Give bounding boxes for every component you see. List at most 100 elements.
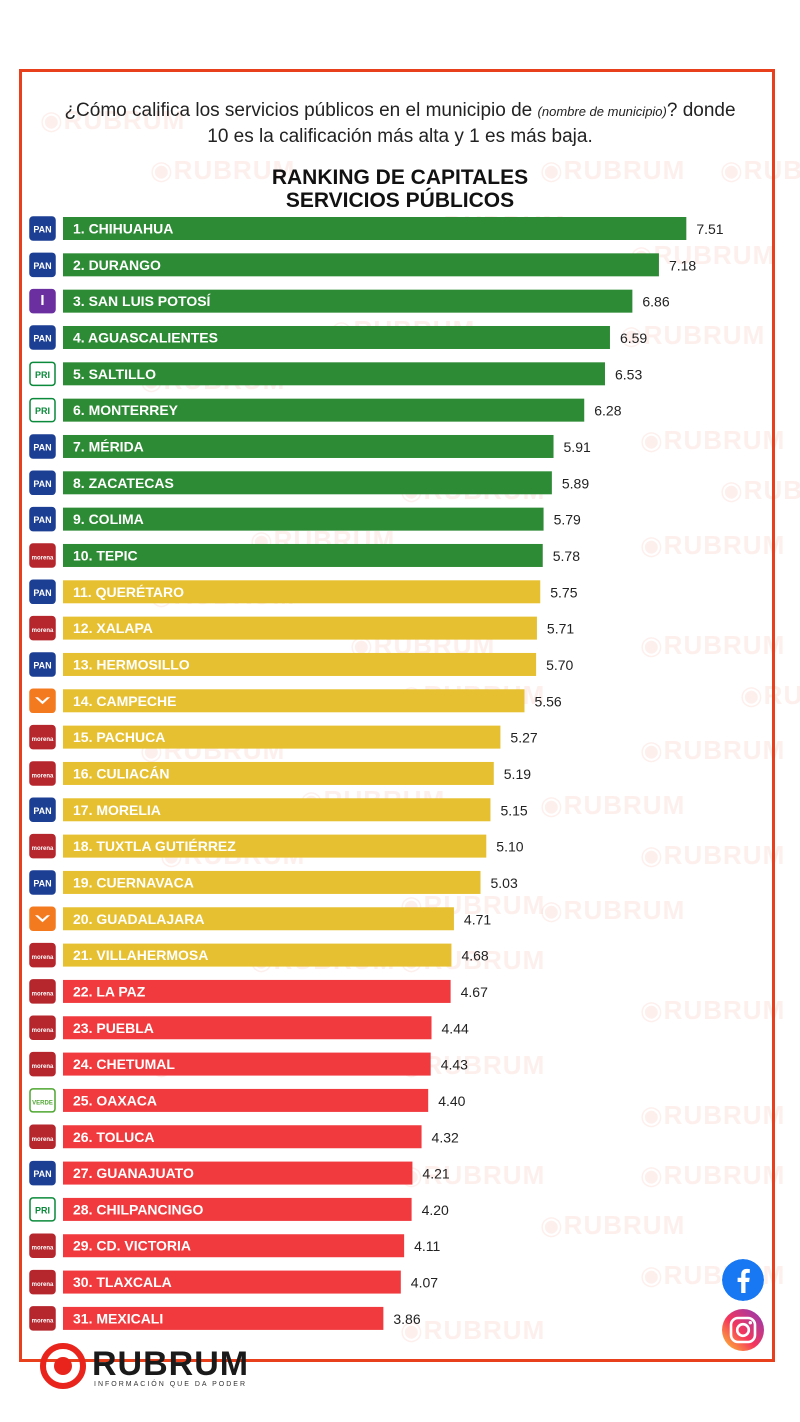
bar-value-label: 4.68 — [461, 948, 488, 964]
bar — [63, 943, 452, 967]
bar-value-label: 5.91 — [564, 439, 591, 455]
party-logo-pan: PAN — [29, 870, 56, 895]
bar-category-label: 11. QUERÉTARO — [73, 584, 184, 600]
bar-category-label: 10. TEPIC — [73, 547, 138, 563]
chart-row: PAN 7. MÉRIDA 5.91 — [29, 434, 591, 459]
survey-question: ¿Cómo califica los servicios públicos en… — [60, 98, 740, 149]
chart-row: morena 12. XALAPA 5.71 — [29, 615, 574, 641]
bar — [63, 253, 659, 277]
bar-category-label: 7. MÉRIDA — [73, 438, 144, 454]
bar-category-label: 28. CHILPANCINGO — [73, 1201, 204, 1217]
bar-category-label: 22. LA PAZ — [73, 983, 146, 999]
chart-row: 20. GUADALAJARA 4.71 — [29, 906, 491, 932]
bar-category-label: 27. GUANAJUATO — [73, 1165, 194, 1181]
party-logo-text: PAN — [33, 261, 51, 271]
bar — [63, 979, 451, 1003]
party-logo-morena: morena — [29, 979, 56, 1004]
party-logo-morena: morena — [29, 724, 56, 750]
bar — [63, 616, 537, 640]
party-logo-morena: morena — [29, 1051, 56, 1077]
bar — [63, 1125, 422, 1149]
bar — [63, 870, 481, 894]
party-logo-pan: PAN — [29, 470, 56, 496]
bar-value-label: 5.27 — [510, 730, 537, 746]
party-logo-morena: morena — [29, 615, 56, 641]
bar-value-label: 5.03 — [490, 875, 517, 891]
party-logo-text: morena — [32, 1282, 54, 1288]
bar — [63, 725, 501, 749]
mc-eagle-mark — [35, 697, 50, 705]
party-logo-morena: morena — [29, 543, 56, 568]
party-logo-pan: PAN — [29, 252, 56, 278]
bar-category-label: 1. CHIHUAHUA — [73, 221, 173, 237]
bar-category-label: 12. XALAPA — [73, 620, 153, 636]
party-logo-text: PAN — [33, 442, 51, 452]
chart-row: morena 10. TEPIC 5.78 — [29, 543, 580, 568]
chart-row: PAN 19. CUERNAVACA 5.03 — [29, 870, 518, 895]
bar — [63, 834, 487, 858]
facebook-icon[interactable] — [722, 1259, 764, 1301]
bar — [63, 325, 610, 349]
chart-title-line-2: SERVICIOS PÚBLICOS — [285, 189, 515, 212]
bar-value-label: 4.21 — [422, 1166, 449, 1182]
question-text-part2: ? donde 10 es la calificación más alta y… — [207, 100, 736, 147]
bar-value-label: 5.10 — [496, 839, 523, 855]
bar — [63, 1270, 401, 1294]
party-logo-text: morena — [32, 737, 54, 743]
party-logo-text: I — [40, 292, 44, 309]
chart-row: morena 26. TOLUCA 4.32 — [29, 1124, 459, 1149]
bar-category-label: 16. CULIACÁN — [73, 765, 169, 781]
party-logo-pan: PAN — [29, 652, 56, 677]
bar-value-label: 4.07 — [411, 1275, 438, 1291]
party-logo-text: PRI — [35, 406, 50, 416]
party-logo-pri: PRI — [29, 361, 56, 387]
party-logo-text: morena — [32, 1318, 54, 1324]
party-logo-morena: morena — [29, 761, 56, 786]
party-logo-morena: morena — [29, 942, 56, 968]
instagram-icon[interactable] — [722, 1309, 764, 1351]
bar-category-label: 24. CHETUMAL — [73, 1056, 175, 1072]
chart-title-line-1: RANKING DE CAPITALES — [271, 166, 529, 189]
chart-row: morena 30. TLAXCALA 4.07 — [29, 1269, 438, 1295]
bar-value-label: 4.43 — [441, 1057, 468, 1073]
bar — [63, 907, 454, 931]
bar — [63, 1161, 413, 1185]
chart-title: RANKING DE CAPITALES SERVICIOS PÚBLICOS — [0, 166, 800, 212]
party-logo-text: morena — [32, 773, 54, 779]
chart-row: PAN 2. DURANGO 7.18 — [29, 252, 696, 278]
bar-category-label: 20. GUADALAJARA — [73, 911, 204, 927]
bar-category-label: 31. MEXICALI — [73, 1310, 163, 1326]
bar-category-label: 8. ZACATECAS — [73, 475, 174, 491]
chart-row: morena 16. CULIACÁN 5.19 — [29, 761, 531, 786]
party-logo-morena: morena — [29, 1233, 56, 1258]
party-logo-text: VERDE — [32, 1100, 53, 1106]
bar-category-label: 5. SALTILLO — [73, 366, 156, 382]
chart-row: I 3. SAN LUIS POTOSÍ 6.86 — [29, 288, 670, 314]
party-logo-pan: PAN — [29, 1160, 56, 1186]
chart-row: morena 23. PUEBLA 4.44 — [29, 1015, 469, 1041]
chart-row: PRI 28. CHILPANCINGO 4.20 — [29, 1197, 449, 1222]
party-logo-text: morena — [32, 1028, 54, 1034]
bar-value-label: 4.40 — [438, 1093, 465, 1109]
party-logo-text: PAN — [33, 660, 51, 670]
bar-category-label: 9. COLIMA — [73, 511, 144, 527]
bar — [63, 434, 554, 458]
bar-value-label: 4.20 — [422, 1202, 449, 1218]
bar — [63, 1016, 432, 1040]
bar-value-label: 5.79 — [554, 512, 581, 528]
brand-tagline: INFORMACIÓN QUE DA PODER — [94, 1381, 248, 1388]
bar — [63, 761, 494, 785]
party-logo-pan: PAN — [29, 506, 56, 532]
bar-category-label: 19. CUERNAVACA — [73, 874, 194, 890]
bar — [63, 1234, 405, 1258]
bar-value-label: 3.86 — [393, 1311, 420, 1327]
party-logo-text: morena — [32, 555, 54, 561]
party-logo-mc — [29, 906, 56, 932]
party-logo-text: morena — [32, 991, 54, 997]
bar-category-label: 26. TOLUCA — [73, 1129, 154, 1145]
bar-category-label: 29. CD. VICTORIA — [73, 1238, 191, 1254]
bar-value-label: 6.59 — [620, 330, 647, 346]
chart-row: morena 21. VILLAHERMOSA 4.68 — [29, 942, 489, 968]
question-text-italic: (nombre de municipio) — [537, 104, 667, 119]
bar-value-label: 4.67 — [461, 984, 488, 1000]
